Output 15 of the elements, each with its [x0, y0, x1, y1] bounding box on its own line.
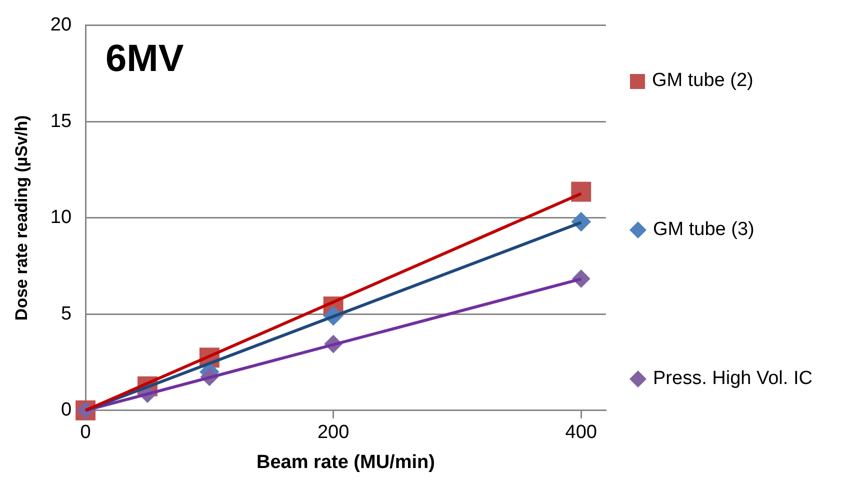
y-axis-title: Dose rate reading (µSv/h): [12, 115, 31, 321]
chart-title: 6MV: [106, 38, 184, 80]
point: [571, 182, 592, 202]
x-tick-label: 400: [565, 422, 597, 444]
x-tick-label: 200: [317, 422, 350, 444]
y-tick-label: 5: [60, 303, 72, 324]
legend-label: GM tube (2): [652, 70, 754, 92]
x-tick-label: 0: [80, 422, 91, 444]
y-tick-label: 10: [50, 207, 72, 228]
y-tick-label: 15: [50, 110, 72, 132]
y-tick-label: 0: [60, 400, 72, 421]
legend-label: GM tube (3): [653, 219, 754, 241]
legend-label: Press. High Vol. IC: [653, 368, 812, 390]
x-axis-title: Beam rate (MU/min): [256, 452, 435, 473]
y-tick-label: 20: [50, 14, 72, 36]
